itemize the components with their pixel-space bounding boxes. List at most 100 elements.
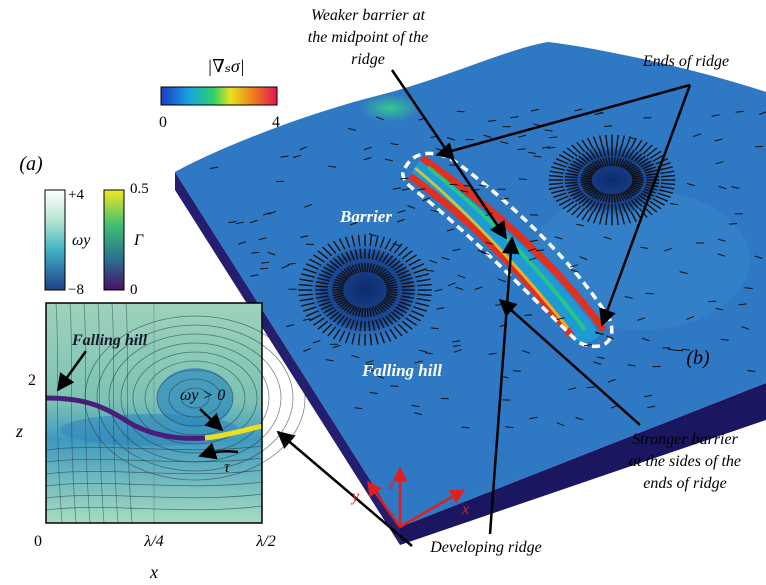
- annotation-developing-ridge: Developing ridge: [276, 236, 542, 556]
- surface-vector: [589, 189, 599, 197]
- surface-vector: [332, 286, 344, 289]
- surface-vector: [361, 263, 364, 272]
- surface-vector: [430, 209, 439, 213]
- surface-vector: [660, 185, 675, 190]
- surface-vector: [633, 153, 643, 162]
- surface-vector: [348, 305, 356, 315]
- surface-vector: [625, 189, 635, 197]
- surface-vector: [602, 157, 607, 167]
- surface-vector: [621, 159, 628, 169]
- surface-vector: [457, 274, 466, 279]
- surface-vector: [258, 237, 267, 241]
- ridge-outline: [401, 151, 614, 349]
- x-axis-tick-half: λ/2: [255, 533, 275, 550]
- surface-vector: [591, 190, 600, 199]
- surface-vector: [627, 364, 636, 367]
- surface-vector: [303, 348, 311, 352]
- surface-vector: [517, 148, 526, 151]
- surface-vector: [354, 307, 360, 317]
- surface-vector: [605, 193, 609, 203]
- surface-vector: [388, 313, 398, 323]
- surface-vector: [413, 306, 427, 312]
- surface-vector: [361, 308, 364, 317]
- surface-vector: [328, 165, 337, 168]
- surface-vector: [343, 268, 352, 277]
- surface-vector: [660, 170, 675, 175]
- surface-vector: [587, 188, 597, 196]
- surface-vector: [642, 163, 655, 170]
- surface-vector: [317, 320, 329, 330]
- surface-vector: [348, 265, 356, 275]
- surface-vector: [397, 210, 406, 214]
- omega-colorbar-label: ωy: [72, 232, 91, 249]
- surface-vector: [567, 166, 581, 172]
- surface-vector: [659, 189, 673, 194]
- surface-vector: [456, 110, 465, 113]
- surface-vector: [529, 416, 538, 420]
- x-axis-tick-quarter: λ/4: [143, 533, 163, 550]
- surface-vector: [397, 323, 408, 334]
- surface-vector: [581, 172, 593, 177]
- surface-vector: [627, 164, 637, 172]
- surface-vector: [354, 263, 360, 273]
- surface-vector: [505, 426, 514, 429]
- surface-vector: [400, 277, 413, 282]
- surface-vector: [584, 343, 593, 347]
- surface-vector: [510, 116, 519, 119]
- surface-vector: [365, 368, 374, 372]
- surface-vector: [370, 263, 376, 273]
- surface-vector: [564, 176, 578, 179]
- falling-hill-curve: [45, 395, 206, 441]
- surface-vector: [711, 114, 720, 117]
- surface-vector: [644, 394, 653, 398]
- surface-vector: [622, 191, 630, 200]
- surface-vector: [305, 263, 319, 270]
- surface-vector: [622, 160, 630, 169]
- surface-vector: [390, 260, 401, 269]
- surface-vector: [287, 262, 296, 265]
- surface-vector: [332, 284, 344, 288]
- surface-vector: [372, 264, 379, 274]
- surface-vector: [340, 253, 349, 263]
- surface-vector: [477, 249, 486, 254]
- streamline: [83, 302, 91, 524]
- surface-vector: [708, 300, 717, 303]
- surface-vector: [527, 151, 536, 154]
- surface-vector: [416, 297, 431, 302]
- surface-vector: [488, 120, 497, 122]
- surface-vector: [548, 174, 563, 178]
- surface-vector: [238, 241, 247, 245]
- surface-vector: [581, 153, 591, 162]
- surface-vector: [585, 166, 596, 173]
- surface-vector: [460, 189, 469, 193]
- surface-vector: [395, 306, 407, 314]
- surface-vector: [584, 185, 595, 192]
- surface-vector: [369, 333, 373, 346]
- surface-vector: [388, 257, 398, 267]
- surface-vector: [351, 306, 358, 316]
- surface-vector: [578, 155, 588, 164]
- surface-vector: [325, 359, 334, 362]
- surface-vector: [385, 294, 397, 299]
- surface-vector: [747, 370, 756, 372]
- surface-vector: [661, 174, 676, 178]
- surface-vector: [368, 307, 373, 317]
- gradient-colorbar: |∇ₛσ| 0 4: [159, 56, 280, 131]
- surface-vector: [642, 144, 653, 155]
- surface-vector: [376, 304, 384, 313]
- streamline: [111, 302, 119, 524]
- surface-vector: [374, 235, 379, 247]
- ridge-curve: [204, 423, 263, 441]
- surface-vector: [591, 161, 600, 170]
- surface-vector: [400, 177, 409, 180]
- surface-vector: [661, 182, 676, 186]
- surface-vector: [327, 326, 337, 337]
- surface-vector: [390, 385, 399, 387]
- surface-vector: [366, 263, 369, 272]
- surface-vector: [630, 211, 637, 223]
- surface-vector: [619, 192, 625, 202]
- svg-text:Stronger barrier: Stronger barrier: [632, 431, 738, 448]
- surface-vector: [357, 234, 361, 247]
- surface-vector: [327, 243, 337, 254]
- surface-vector: [329, 260, 340, 269]
